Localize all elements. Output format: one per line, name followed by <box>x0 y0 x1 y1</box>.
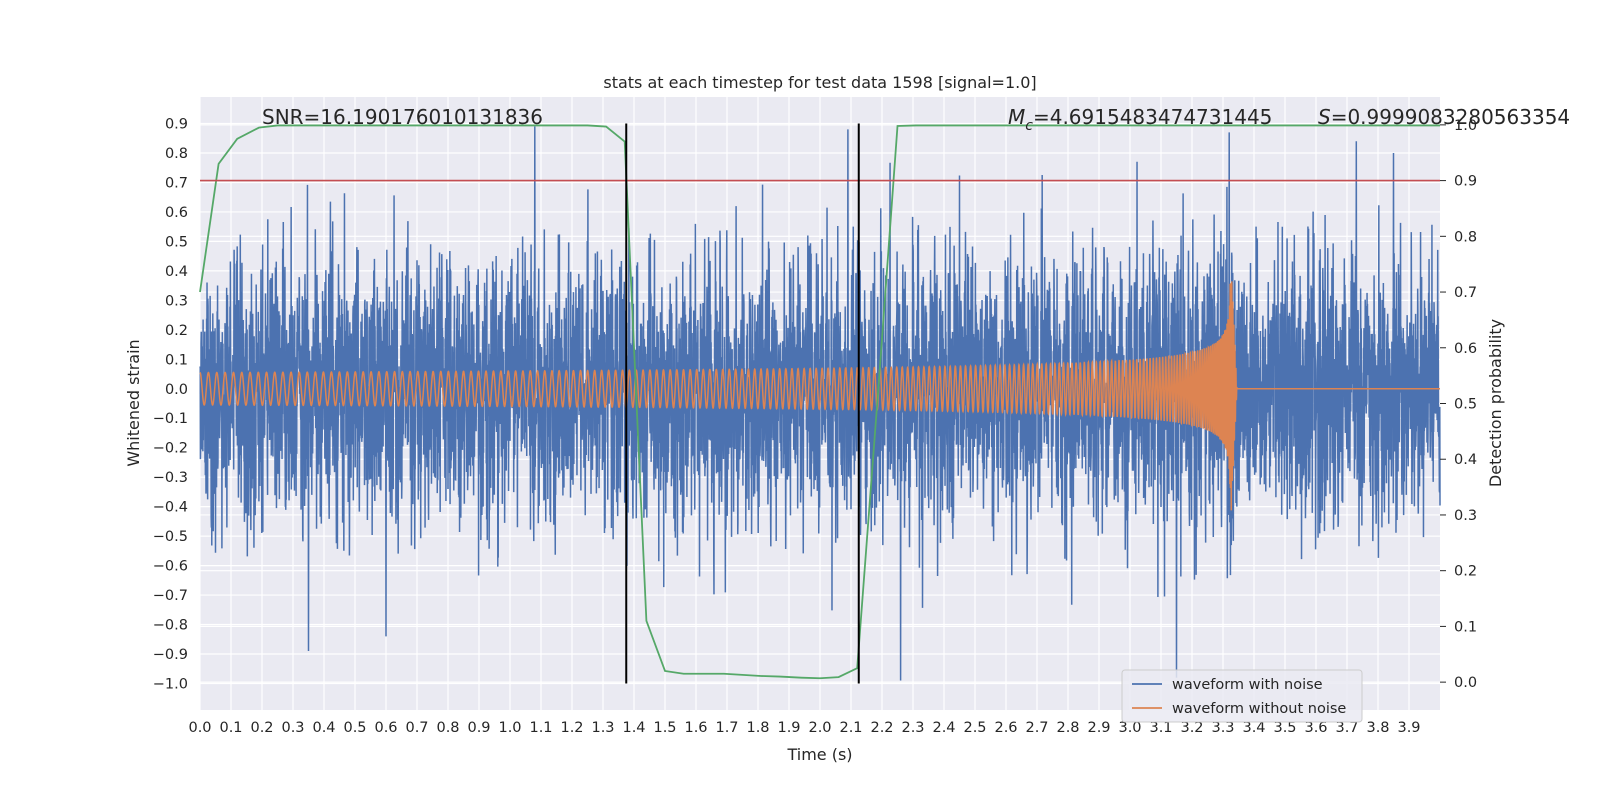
y2-tick-label: 0.0 <box>1454 675 1477 691</box>
x-tick-label: 1.4 <box>622 720 645 736</box>
y-tick-label: 0.6 <box>165 205 188 221</box>
x-tick-label: 2.7 <box>1025 720 1048 736</box>
x-tick-label: 1.9 <box>777 720 800 736</box>
x-tick-label: 3.4 <box>1242 720 1265 736</box>
x-tick-label: 1.2 <box>560 720 583 736</box>
x-tick-label: 2.5 <box>963 720 986 736</box>
series-line-probability <box>199 124 1440 680</box>
x-tick-label: 2.1 <box>839 720 862 736</box>
x-tick-label: 2.0 <box>808 720 831 736</box>
x-tick-label: 1.6 <box>684 720 707 736</box>
x-tick-label: 0.9 <box>467 720 490 736</box>
x-tick-label: 0.7 <box>405 720 428 736</box>
x-tick-label: 3.2 <box>1180 720 1203 736</box>
y-tick-label: 0.9 <box>165 117 188 133</box>
x-tick-label: 0.1 <box>219 720 242 736</box>
y2-tick-label: 0.2 <box>1454 564 1477 580</box>
y2-tick-label: 0.8 <box>1454 229 1477 245</box>
x-axis-label: Time (s) <box>786 745 852 764</box>
y-tick-label: −0.4 <box>153 500 188 516</box>
y-tick-label: −0.8 <box>153 618 188 634</box>
x-tick-label: 1.7 <box>715 720 738 736</box>
y2-tick-label: 0.3 <box>1454 508 1477 524</box>
x-tick-label: 0.4 <box>312 720 335 736</box>
y2-tick-label: 0.7 <box>1454 285 1477 301</box>
snr-annotation: SNR=16.190176010131836 <box>262 105 543 129</box>
y2-axis-label: Detection probability <box>1486 319 1505 487</box>
score-symbol: S <box>1318 105 1331 129</box>
y-tick-label: −0.9 <box>153 647 188 663</box>
y-tick-label: 0.0 <box>165 382 188 398</box>
x-tick-label: 1.0 <box>498 720 521 736</box>
y2-tick-label: 0.4 <box>1454 452 1477 468</box>
x-tick-label: 3.8 <box>1366 720 1389 736</box>
chart-title: stats at each timestep for test data 159… <box>603 73 1036 92</box>
score-annotation: S=0.9999083280563354 <box>1318 105 1570 129</box>
y-tick-label: −0.3 <box>153 470 188 486</box>
x-tick-label: 1.1 <box>529 720 552 736</box>
y-tick-label: −0.1 <box>153 411 188 427</box>
x-tick-label: 0.0 <box>188 720 211 736</box>
y-tick-label: 0.1 <box>165 352 188 368</box>
legend-label-chirp: waveform without noise <box>1172 701 1346 717</box>
y2-tick-label: 0.1 <box>1454 619 1477 635</box>
x-tick-label: 3.6 <box>1304 720 1327 736</box>
legend-box <box>1121 669 1363 723</box>
y-tick-label: 0.8 <box>165 146 188 162</box>
y-tick-label: −0.2 <box>153 441 188 457</box>
legend-label-noise: waveform with noise <box>1172 677 1323 693</box>
x-tick-label: 3.0 <box>1118 720 1141 736</box>
y-tick-label: −0.6 <box>153 559 188 575</box>
x-tick-label: 0.5 <box>343 720 366 736</box>
x-tick-label: 0.8 <box>436 720 459 736</box>
x-tick-label: 3.9 <box>1397 720 1420 736</box>
x-tick-label: 3.7 <box>1335 720 1358 736</box>
series-line-chirp <box>199 281 1440 511</box>
chirp-mass-value: =4.6915483474731445 <box>1033 105 1272 129</box>
chirp-mass-subscript: c <box>1025 118 1033 134</box>
x-tick-label: 2.2 <box>870 720 893 736</box>
y-tick-label: 0.5 <box>165 234 188 250</box>
y2-tick-label: 0.9 <box>1454 174 1477 190</box>
chirp-mass-symbol: M <box>1008 105 1025 129</box>
y2-tick-label: 0.6 <box>1454 341 1477 357</box>
y-tick-label: 0.3 <box>165 293 188 309</box>
y-tick-label: 0.7 <box>165 175 188 191</box>
x-tick-label: 1.3 <box>591 720 614 736</box>
y-tick-label: 0.4 <box>165 264 188 280</box>
tick-labels: 0.0 0.1 0.2 0.3 0.4 0.5 0.6 0.7 0.8 0.9 1.0 1.1 1.2 1… <box>153 117 1477 736</box>
x-tick-label: 2.3 <box>901 720 924 736</box>
reference-lines <box>200 123 1440 684</box>
x-tick-label: 1.8 <box>746 720 769 736</box>
x-tick-label: 2.9 <box>1087 720 1110 736</box>
x-tick-label: 0.2 <box>250 720 273 736</box>
y-tick-label: −0.5 <box>153 529 188 545</box>
y2-tick-label: 0.5 <box>1454 397 1477 413</box>
y-tick-label: −0.7 <box>153 588 188 604</box>
y-axis-label: Whitened strain <box>124 339 143 466</box>
x-tick-label: 2.6 <box>994 720 1017 736</box>
x-tick-label: 2.4 <box>932 720 955 736</box>
y2-tick-label: 1.0 <box>1454 118 1477 134</box>
x-tick-label: 2.8 <box>1056 720 1079 736</box>
score-value: =0.9999083280563354 <box>1331 105 1570 129</box>
x-tick-label: 3.1 <box>1149 720 1172 736</box>
x-tick-label: 0.3 <box>281 720 304 736</box>
legend: waveform with noise waveform without noi… <box>1121 669 1363 723</box>
series-lines <box>199 124 1441 681</box>
x-tick-label: 3.3 <box>1211 720 1234 736</box>
x-tick-label: 1.5 <box>653 720 676 736</box>
x-tick-label: 3.5 <box>1273 720 1296 736</box>
y-tick-label: 0.2 <box>165 323 188 339</box>
chirp-mass-annotation: Mc=4.6915483474731445 <box>1008 105 1272 134</box>
x-tick-label: 0.6 <box>374 720 397 736</box>
y-tick-label: −1.0 <box>153 676 188 692</box>
